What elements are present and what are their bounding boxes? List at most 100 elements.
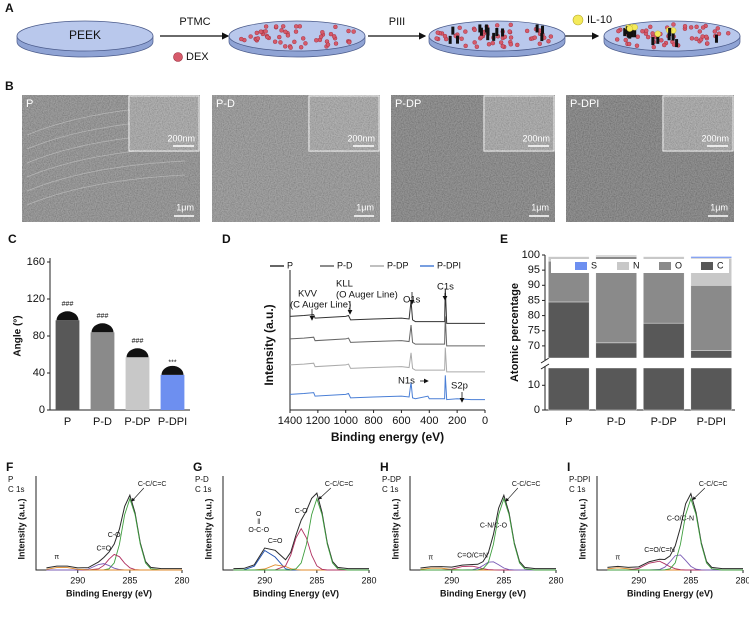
x-tick-label: 400	[420, 415, 438, 427]
core-level-label: C 1s	[382, 485, 398, 494]
dex-particle	[704, 34, 709, 40]
scale-label: 1μm	[531, 202, 549, 212]
bar-segment	[643, 322, 685, 411]
dex-particle	[623, 37, 628, 43]
dex-particle	[239, 36, 244, 42]
panel-label: H	[380, 460, 389, 474]
legend-label: P-DP	[387, 260, 409, 270]
x-tick-label: 200	[448, 415, 466, 427]
dex-particle	[298, 45, 304, 50]
disc-top	[16, 20, 154, 52]
dex-particle	[331, 34, 337, 39]
x-axis-label: Binding Energy (eV)	[627, 588, 713, 598]
piii-site	[501, 28, 505, 37]
dex-particle	[645, 34, 651, 40]
x-tick-label: P-D	[607, 416, 626, 428]
bar-segment	[690, 256, 732, 259]
dex-icon	[173, 52, 183, 62]
dex-particle	[463, 29, 468, 34]
dex-particle	[626, 41, 632, 47]
spectrum-line	[289, 316, 485, 347]
dex-particle	[325, 42, 331, 47]
sem-inset-texture	[309, 96, 379, 151]
legend-label: P-D	[337, 260, 353, 270]
dex-particle	[258, 29, 263, 34]
dex-particle	[285, 33, 291, 38]
sem-inset-texture	[484, 96, 554, 151]
x-tick-label: 1400	[278, 415, 302, 427]
sem-title: P-DP	[395, 98, 421, 110]
droplet-icon	[161, 365, 184, 375]
x-axis-label: Binding Energy (eV)	[253, 588, 339, 598]
y-tick-label: 0	[534, 404, 540, 416]
spectrum-annotation: (C Auger Line)	[290, 300, 351, 311]
component-peak	[233, 527, 369, 571]
dex-particle	[293, 24, 299, 29]
dex-particle	[459, 36, 464, 41]
droplet-icon	[126, 348, 149, 358]
x-tick-label: 285	[309, 575, 324, 585]
dex-particle	[486, 42, 492, 47]
dex-particle	[333, 24, 338, 30]
x-axis-label: Binding energy (eV)	[331, 430, 444, 444]
inset-scale-label: 200nm	[701, 133, 729, 143]
envelope-line	[233, 492, 369, 570]
dex-particle	[288, 45, 293, 50]
peak-label: O-C-O	[248, 527, 269, 534]
dex-particle	[648, 24, 653, 30]
peak-label: C=O	[96, 545, 111, 552]
dex-particle	[478, 35, 484, 40]
x-tick-label: 0	[482, 415, 488, 427]
il10-particle	[626, 25, 633, 32]
sem-panel: B P 200nm 1μm P-D 200nm 1μm P-DP 200nm 1μm P-DPI 2…	[5, 79, 734, 222]
piii-site	[486, 32, 490, 41]
dex-particle	[442, 33, 448, 39]
bar	[160, 374, 185, 410]
y-tick-label: 100	[522, 249, 540, 261]
legend-label: P	[287, 260, 293, 270]
panel-label: E	[500, 232, 508, 246]
piii-site	[714, 34, 718, 43]
piii-site	[478, 24, 482, 33]
x-tick-label: 1200	[306, 415, 330, 427]
dex-particle	[659, 38, 664, 43]
dex-particle	[263, 24, 269, 29]
dex-particle	[314, 38, 319, 43]
sample-label: P	[8, 475, 13, 484]
bar-segment	[595, 254, 637, 257]
y-tick-label: 40	[33, 367, 45, 379]
dex-particle	[318, 34, 324, 39]
piii-site	[633, 29, 637, 38]
piii-site	[671, 32, 675, 41]
piii-site	[541, 25, 545, 34]
dex-particle	[490, 40, 496, 46]
y-tick-label: 90	[528, 279, 540, 291]
axis	[222, 476, 369, 571]
significance: ###	[62, 301, 74, 308]
panel-label: B	[5, 79, 14, 93]
dex-particle	[281, 24, 286, 29]
piii-site	[455, 35, 459, 44]
dex-particle	[292, 39, 297, 45]
y-axis-label: Atomic percentage	[509, 283, 521, 382]
y-tick-label: 85	[528, 294, 540, 306]
dex-particle	[694, 36, 699, 42]
disc-top	[228, 20, 366, 52]
dex-particle	[640, 29, 645, 34]
spectrum-line	[289, 288, 485, 324]
dex-particle	[694, 24, 699, 30]
dex-particle	[508, 22, 513, 28]
x-tick-label: 800	[364, 415, 382, 427]
y-tick-label: 0	[39, 404, 45, 416]
component-peak	[233, 497, 369, 571]
dex-particle	[661, 42, 667, 48]
component-peak	[233, 564, 369, 571]
y-axis-label: Intensity (a.u.)	[577, 498, 587, 559]
x-tick-label: P	[565, 416, 572, 428]
bar-segment	[548, 301, 590, 411]
piii-site	[451, 26, 455, 35]
droplet-icon	[56, 311, 79, 321]
piii-site	[495, 28, 499, 37]
x-tick-label: P-DPI	[158, 416, 187, 428]
y-tick-label: 75	[528, 325, 540, 337]
